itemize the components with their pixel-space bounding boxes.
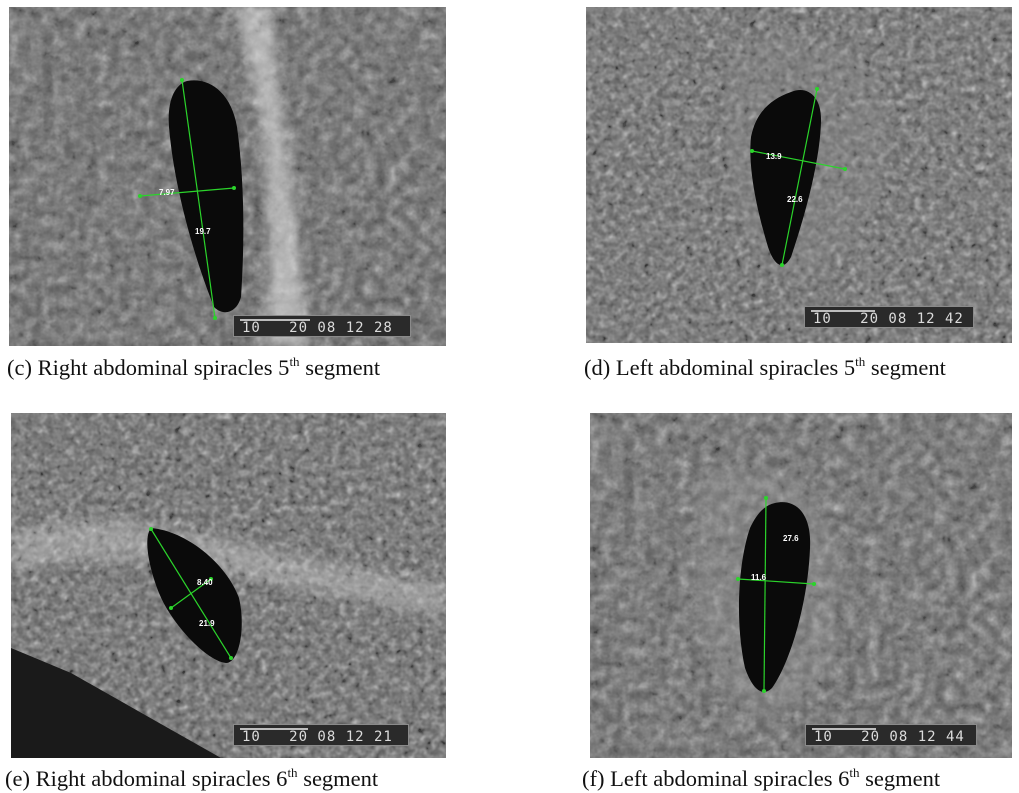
- databar-text-e: 10 20 08 12 21: [242, 729, 393, 745]
- spiracle-pore-f: [738, 502, 811, 692]
- sem-databar-f: 10 20 08 12 44: [805, 724, 977, 746]
- measure-width-f: 11.6: [751, 573, 767, 582]
- measure-width-d: 13.9: [766, 152, 782, 161]
- measure-length-c: 19.7: [195, 227, 211, 236]
- spiracle-pore-c: [168, 80, 244, 313]
- sem-image-c: 7.97 19.7: [9, 7, 446, 346]
- databar-text-c: 10 20 08 12 28: [242, 320, 393, 336]
- caption-f: (f) Left abdominal spiracles 6th segment: [582, 765, 941, 791]
- sem-databar-c: 10 20 08 12 28: [233, 315, 411, 337]
- measure-width-c: 7.97: [159, 188, 175, 197]
- caption-d: (d) Left abdominal spiracles 5th segment: [584, 354, 946, 380]
- databar-text-d: 10 20 08 12 42: [813, 311, 964, 327]
- measure-length-d: 22.6: [787, 195, 803, 204]
- measure-length-f: 27.6: [783, 534, 799, 543]
- sem-databar-d: 10 20 08 12 42: [804, 306, 974, 328]
- measure-length-e: 21.9: [199, 619, 215, 628]
- sem-image-f: 11.6 27.6: [590, 413, 1012, 758]
- sem-image-d: 13.9 22.6: [586, 7, 1012, 343]
- caption-c: (c) Right abdominal spiracles 5th segmen…: [7, 354, 381, 380]
- caption-e: (e) Right abdominal spiracles 6th segmen…: [5, 765, 379, 791]
- databar-text-f: 10 20 08 12 44: [814, 729, 965, 745]
- sem-image-e: 8.40 21.9: [11, 413, 446, 758]
- sem-databar-e: 10 20 08 12 21: [233, 724, 409, 746]
- measure-width-e: 8.40: [197, 578, 213, 587]
- spiracle-pore-d: [750, 90, 822, 266]
